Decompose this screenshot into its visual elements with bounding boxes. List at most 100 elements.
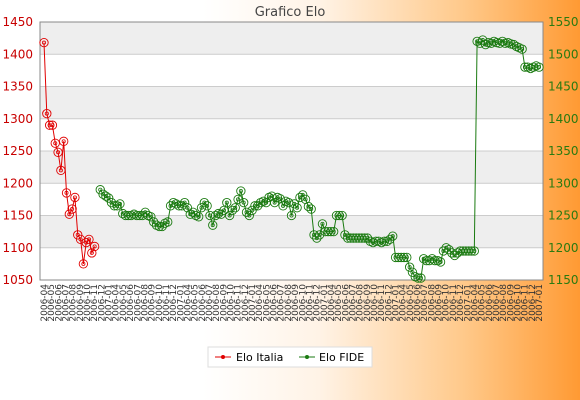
elo-fide-point-inner	[446, 247, 451, 252]
elo-fide-point-inner	[143, 210, 148, 215]
x-tick-label: 2006-11	[90, 284, 100, 322]
elo-fide-point-inner	[210, 223, 215, 228]
elo-italia-point	[42, 108, 52, 119]
x-tick-label: 2006-09	[219, 284, 229, 322]
elo-fide-point	[95, 185, 105, 195]
elo-fide-point	[236, 186, 246, 196]
x-tick-label: 2006-04	[327, 284, 337, 322]
elo-fide-point-inner	[438, 259, 443, 264]
x-tick-label: 2006-11	[449, 284, 459, 322]
x-tick-label: 2007-01	[105, 284, 115, 322]
elo-fide-point-inner	[342, 232, 347, 237]
elo-fide-point	[188, 207, 198, 217]
elo-italia-point	[73, 230, 83, 240]
elo-fide-point-inner	[317, 232, 322, 237]
elo-fide-point	[427, 254, 437, 264]
elo-fide-point	[385, 234, 395, 245]
x-tick-label: 2006-08	[140, 284, 150, 322]
x-tick-label: 2007-01	[320, 284, 330, 322]
x-tick-label: 2006-06	[485, 284, 495, 322]
legend: Elo Italia Elo FIDE	[207, 346, 373, 368]
elo-fide-point-inner	[151, 219, 156, 224]
y-right-tick-label: 1150	[548, 273, 579, 287]
y-left-tick-label: 1450	[2, 15, 33, 29]
elo-fide-point	[388, 231, 398, 241]
elo-italia-point	[87, 248, 97, 258]
x-tick-label: 2006-10	[227, 284, 237, 322]
elo-fide-point-inner	[289, 213, 294, 218]
elo-italia-point-inner	[78, 237, 83, 242]
x-tick-label: 2006-07	[348, 284, 358, 322]
elo-fide-point	[179, 197, 190, 208]
elo-fide-point-inner	[404, 255, 409, 260]
x-tick-label: 2006-04	[183, 284, 193, 322]
elo-fide-point-inner	[185, 205, 190, 210]
x-tick-label: 2006-06	[126, 284, 136, 322]
elo-fide-point	[247, 205, 257, 215]
x-tick-label: 2006-05	[478, 284, 488, 322]
x-tick-label: 2006-05	[334, 284, 344, 322]
elo-fide-point	[101, 191, 111, 201]
chart-title: Grafico Elo	[255, 5, 326, 20]
elo-fide-point-inner	[191, 210, 196, 215]
elo-fide-point-inner	[331, 229, 336, 234]
elo-italia-point	[61, 188, 72, 198]
x-tick-label: 2006-12	[313, 284, 323, 322]
elo-italia-point-inner	[92, 244, 97, 249]
x-tick-label: 2006-04	[470, 284, 480, 322]
elo-italia-point	[53, 147, 63, 157]
elo-fide-point	[517, 44, 527, 54]
elo-italia-point-inner	[42, 40, 47, 45]
elo-fide-point-inner	[387, 237, 392, 242]
elo-fide-point	[196, 203, 207, 213]
grid-band	[40, 22, 543, 55]
elo-fide-point	[416, 273, 426, 283]
elo-fide-point	[340, 230, 350, 240]
x-tick-label: 2007-01	[176, 284, 186, 322]
elo-fide-point	[306, 204, 316, 214]
elo-fide-point	[222, 197, 232, 208]
elo-fide-point-inner	[160, 224, 165, 229]
elo-fide-point-inner	[202, 200, 207, 205]
y-right-tick-label: 1350	[548, 144, 579, 158]
elo-italia-point-inner	[58, 168, 63, 173]
elo-fide-point	[314, 230, 325, 240]
elo-fide-point-inner	[472, 248, 477, 253]
elo-italia-point-inner	[87, 237, 92, 242]
x-tick-label: 2006-11	[162, 284, 172, 322]
elo-fide-point	[452, 248, 463, 258]
elo-fide-point-inner	[278, 196, 283, 201]
elo-fide-point	[149, 217, 159, 227]
elo-fide-point	[112, 201, 122, 211]
elo-fide-point-inner	[365, 236, 370, 241]
x-tick-label: 2006-12	[169, 284, 179, 322]
elo-italia-point	[50, 138, 60, 148]
x-tick-label: 2006-07	[492, 284, 502, 322]
grid-band	[40, 215, 543, 248]
y-left-tick-label: 1100	[2, 241, 33, 255]
elo-fide-point-inner	[295, 205, 300, 210]
elo-italia-point	[84, 234, 94, 245]
x-tick-label: 2006-09	[363, 284, 373, 322]
elo-italia-point-inner	[50, 123, 55, 128]
elo-fide-point	[329, 226, 339, 237]
x-tick-label: 2006-08	[69, 284, 79, 322]
elo-fide-point-inner	[418, 276, 423, 281]
elo-fide-point	[230, 203, 240, 213]
y-left-tick-label: 1250	[2, 144, 33, 158]
elo-italia-point-inner	[84, 240, 89, 245]
y-left-tick-label: 1300	[2, 112, 33, 126]
x-tick-label: 2007-01	[463, 284, 473, 322]
elo-fide-point-inner	[520, 47, 525, 52]
x-tick-label: 2006-12	[97, 284, 107, 322]
x-tick-label: 2006-10	[513, 284, 523, 322]
x-tick-label: 2006-09	[435, 284, 445, 322]
x-tick-label: 2006-04	[40, 284, 50, 322]
elo-italia-point	[47, 120, 58, 130]
grid-band	[40, 118, 543, 151]
elo-fide-point	[157, 221, 167, 232]
y-right-tick-label: 1450	[548, 80, 579, 94]
x-tick-label: 2006-11	[234, 284, 244, 322]
elo-fide-point-inner	[205, 203, 210, 208]
